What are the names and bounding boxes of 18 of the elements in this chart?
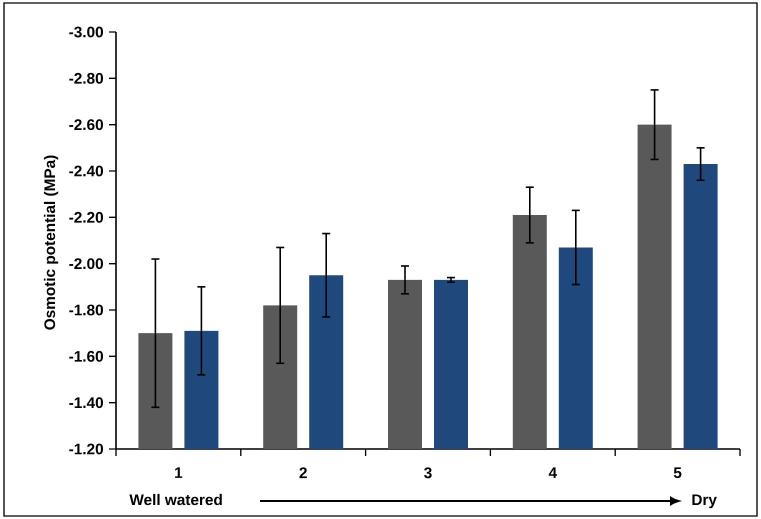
x-tick-label: 3: [424, 467, 432, 478]
y-tick-label: -3.00: [69, 26, 103, 38]
y-tick-label: -2.80: [69, 72, 103, 84]
y-tick-label: -1.40: [69, 397, 103, 408]
x-tick-label: 5: [674, 467, 682, 478]
x-tick-label: 2: [299, 467, 307, 478]
y-tick-label: -1.60: [69, 350, 103, 362]
y-tick-label: -2.40: [69, 166, 103, 176]
y-tick-label: -1.80: [69, 304, 103, 316]
text: Dry: [692, 494, 717, 508]
x-tick-label: 4: [548, 467, 557, 478]
text: Well watered: [129, 494, 222, 506]
y-tick-label: -2.60: [69, 119, 103, 130]
y-tick-label: -2.20: [69, 212, 103, 223]
x-tick-label: 1: [175, 467, 182, 478]
y-axis-title: Osmotic potential (MPa): [44, 156, 58, 330]
y-tick-label: -2.00: [69, 258, 103, 270]
y-tick-label: -1.20: [69, 444, 103, 454]
